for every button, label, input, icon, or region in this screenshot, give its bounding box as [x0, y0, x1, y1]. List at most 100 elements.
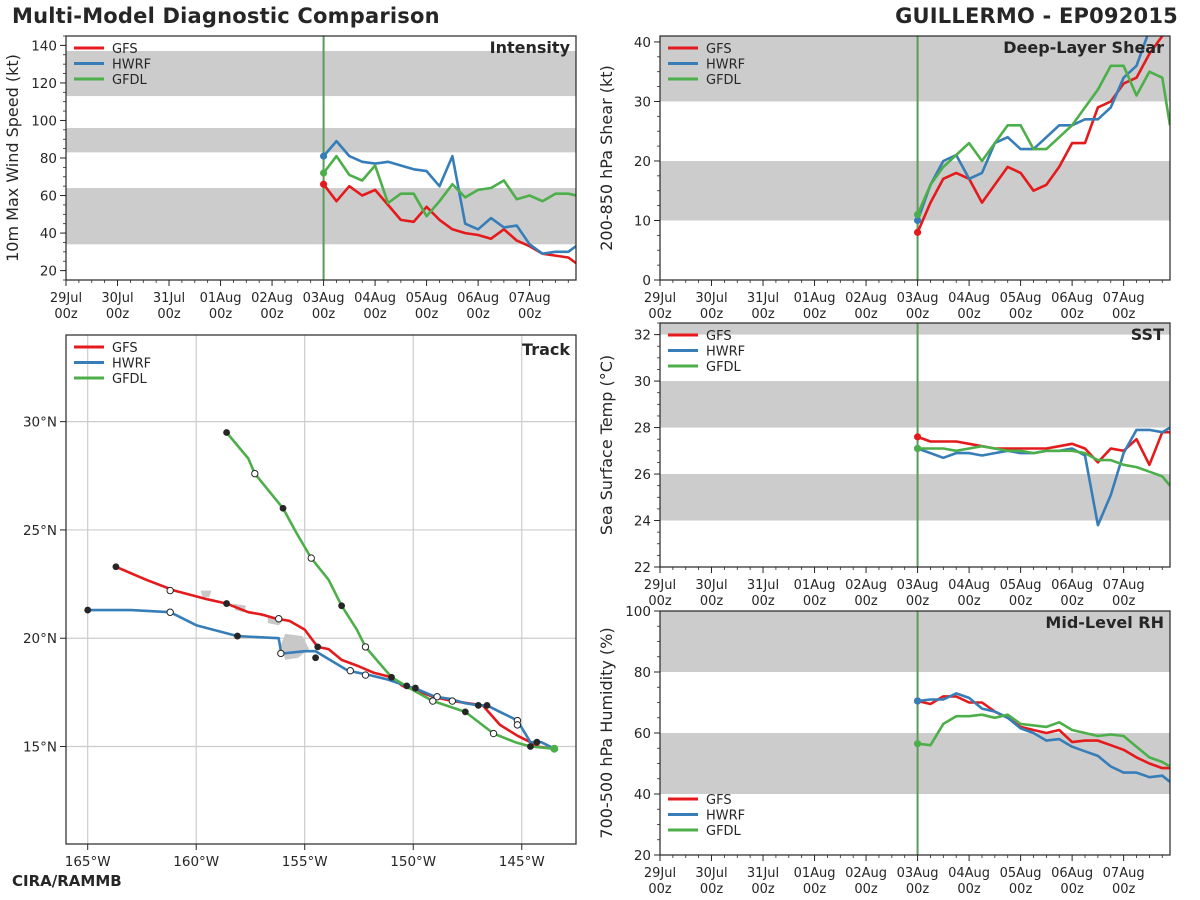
- y-tick-label: 20: [40, 264, 57, 280]
- legend-label-hwrf: HWRF: [112, 58, 151, 73]
- x-tick-label: 150°W: [390, 854, 436, 870]
- y-tick-label: 40: [40, 226, 57, 242]
- y-tick-label: 140: [31, 38, 57, 54]
- y-tick-label: 26: [634, 467, 651, 483]
- band-1: [660, 381, 1170, 428]
- legend-label-hwrf: HWRF: [706, 345, 745, 360]
- y-tick-label: 100: [31, 113, 57, 129]
- y-tick-label: 40: [634, 787, 651, 803]
- track-marker-open-gfs: [274, 615, 283, 623]
- x-tick-label: 00z: [803, 594, 827, 609]
- x-tick-label: 00z: [906, 594, 930, 609]
- series-start-point-gfdl: [913, 444, 922, 453]
- x-tick-label: 06Aug: [1051, 866, 1093, 881]
- y-axis-label: 700-500 hPa Humidity (%): [597, 627, 616, 838]
- x-tick-label: 00z: [415, 307, 439, 322]
- panel-title: SST: [1131, 325, 1164, 344]
- x-tick-label: 00z: [700, 882, 724, 897]
- island-shape-4: [200, 590, 212, 598]
- x-tick-label: 00z: [1009, 307, 1033, 322]
- x-tick-label: 31Jul: [747, 291, 779, 306]
- x-tick-label: 31Jul: [747, 578, 779, 593]
- x-tick-label: 02Aug: [845, 578, 887, 593]
- y-tick-label: 32: [634, 328, 651, 344]
- y-axis-label: Sea Surface Temp (°C): [597, 355, 616, 535]
- series-line-gfdl: [916, 64, 1170, 216]
- legend-label-gfs: GFS: [706, 329, 732, 344]
- x-tick-label: 00z: [957, 882, 981, 897]
- track-marker-open-hwrf: [513, 721, 522, 729]
- x-tick-label: 29Jul: [50, 291, 82, 306]
- track-start-point: [550, 744, 559, 753]
- track-marker-open-gfdl: [307, 554, 315, 562]
- chart-track: 165°W 160°W 155°W 150°W 145°W 15°N 20°N 25°N 30°…: [23, 334, 577, 870]
- x-tick-label: 06Aug: [457, 291, 499, 306]
- band-2: [66, 51, 576, 97]
- track-marker-filled-gfdl: [279, 504, 287, 512]
- x-tick-label: 00z: [1112, 882, 1136, 897]
- series-line-hwrf: [322, 139, 576, 255]
- band-0: [660, 474, 1170, 521]
- credit-label: CIRA/RAMMB: [12, 872, 122, 890]
- track-marker-filled-gfs: [223, 600, 230, 607]
- x-tick-label: 00z: [854, 307, 878, 322]
- x-tick-label: 00z: [957, 307, 981, 322]
- x-tick-label: 30Jul: [695, 866, 727, 881]
- track-marker-filled-gfs: [112, 563, 120, 571]
- track-line-gfs: [115, 565, 555, 750]
- x-tick-label: 00z: [700, 307, 724, 322]
- x-tick-label: 02Aug: [251, 291, 293, 306]
- x-tick-label: 00z: [1060, 307, 1084, 322]
- y-tick-label: 20: [634, 154, 651, 170]
- series-start-point-gfdl: [319, 169, 328, 177]
- panel-title: Mid-Level RH: [1045, 613, 1164, 632]
- storm-id: GUILLERMO - EP092015: [895, 4, 1178, 28]
- y-tick-label: 40: [634, 35, 651, 51]
- x-tick-label: 31Jul: [747, 866, 779, 881]
- legend-label-gfdl: GFDL: [706, 360, 742, 375]
- x-tick-label: 00z: [854, 882, 878, 897]
- x-tick-label: 05Aug: [1000, 291, 1042, 306]
- x-tick-label: 05Aug: [406, 291, 448, 306]
- legend-label-gfdl: GFDL: [112, 73, 148, 88]
- track-line-gfdl: [225, 431, 555, 750]
- x-tick-label: 00z: [1009, 594, 1033, 609]
- x-tick-label: 00z: [648, 882, 672, 897]
- legend-label-gfdl: GFDL: [112, 372, 148, 387]
- x-tick-label: 31Jul: [153, 291, 185, 306]
- track-line-hwrf: [87, 608, 555, 750]
- series-line-hwrf: [916, 36, 1149, 221]
- series-line-gfdl: [917, 444, 1170, 487]
- x-tick-label: 04Aug: [354, 291, 396, 306]
- x-tick-label: 01Aug: [794, 866, 836, 881]
- x-tick-label: 145°W: [499, 854, 545, 870]
- x-tick-label: 03Aug: [897, 578, 939, 593]
- legend-label-hwrf: HWRF: [706, 809, 745, 824]
- series-start-point-gfdl: [913, 210, 922, 219]
- x-tick-label: 00z: [466, 307, 490, 322]
- x-tick-label: 01Aug: [794, 291, 836, 306]
- x-tick-label: 00z: [751, 594, 775, 609]
- x-tick-label: 07Aug: [1103, 291, 1145, 306]
- track-marker-filled-hwrf: [312, 654, 319, 662]
- y-tick-label: 60: [40, 189, 57, 205]
- x-tick-label: 00z: [1112, 594, 1136, 609]
- x-tick-label: 30Jul: [695, 578, 727, 593]
- track-marker-filled-gfdl: [461, 708, 469, 716]
- x-tick-label: 00z: [312, 307, 336, 322]
- legend-label-hwrf: HWRF: [112, 357, 151, 372]
- x-tick-label: 06Aug: [1051, 291, 1093, 306]
- x-tick-label: 00z: [803, 307, 827, 322]
- track-marker-open-gfs: [361, 671, 370, 679]
- track-marker-filled-gfs: [388, 673, 395, 681]
- y-tick-label: 20°N: [23, 631, 57, 647]
- series-start-point-gfdl: [913, 740, 922, 748]
- y-tick-label: 20: [634, 848, 651, 864]
- x-tick-label: 03Aug: [303, 291, 345, 306]
- track-marker-open-hwrf: [433, 693, 441, 701]
- plot-frame: [65, 334, 577, 845]
- y-tick-label: 15°N: [23, 740, 57, 756]
- x-tick-label: 03Aug: [897, 866, 939, 881]
- track-marker-filled-hwrf: [527, 743, 534, 750]
- track-marker-filled-gfdl: [223, 429, 230, 436]
